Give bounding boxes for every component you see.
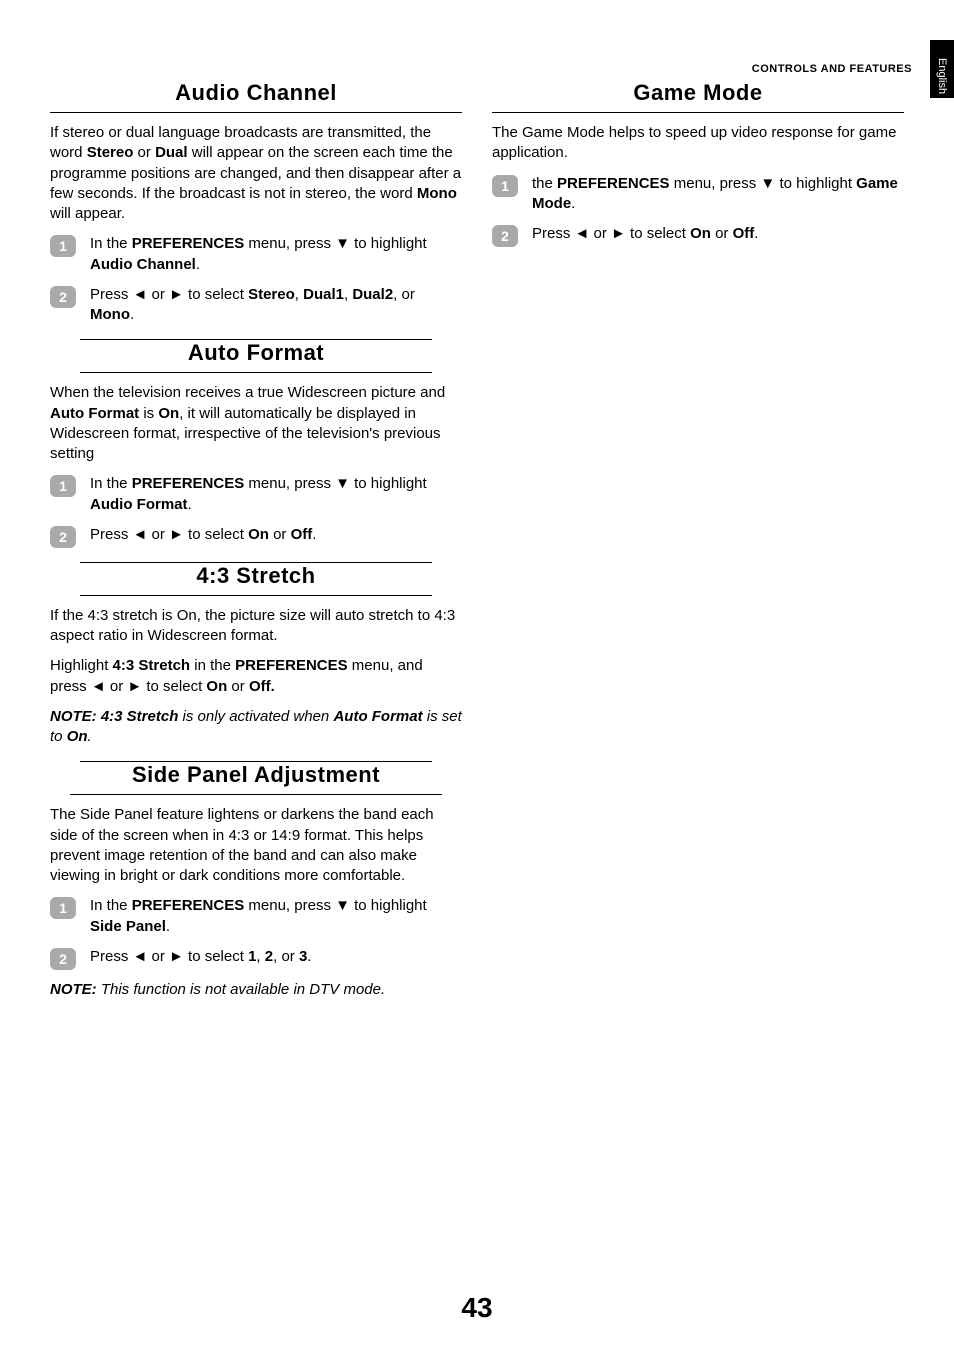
stretch-title: 4:3 Stretch (80, 563, 432, 596)
side-panel-note: NOTE: This function is not available in … (50, 980, 462, 1000)
step-text: Press ◄ or ► to select Stereo, Dual1, Du… (90, 285, 462, 326)
stretch-intro: If the 4:3 stretch is On, the picture si… (50, 606, 462, 647)
side-panel-step-1: 1 In the PREFERENCES menu, press ▼ to hi… (50, 896, 462, 937)
game-mode-step-1: 1 the PREFERENCES menu, press ▼ to highl… (492, 174, 904, 215)
audio-channel-step-2: 2 Press ◄ or ► to select Stereo, Dual1, … (50, 285, 462, 326)
step-number-icon: 1 (50, 475, 76, 497)
step-number-icon: 2 (492, 225, 518, 247)
auto-format-step-1: 1 In the PREFERENCES menu, press ▼ to hi… (50, 474, 462, 515)
side-panel-intro: The Side Panel feature lightens or darke… (50, 805, 462, 886)
step-text: In the PREFERENCES menu, press ▼ to high… (90, 474, 462, 515)
step-number-icon: 2 (50, 948, 76, 970)
auto-format-title: Auto Format (80, 340, 432, 373)
stretch-highlight: Highlight 4:3 Stretch in the PREFERENCES… (50, 656, 462, 697)
game-mode-intro: The Game Mode helps to speed up video re… (492, 123, 904, 164)
language-tab: English (930, 40, 954, 98)
step-number-icon: 1 (50, 235, 76, 257)
auto-format-step-2: 2 Press ◄ or ► to select On or Off. (50, 525, 462, 548)
side-panel-step-2: 2 Press ◄ or ► to select 1, 2, or 3. (50, 947, 462, 970)
step-number-icon: 2 (50, 526, 76, 548)
step-number-icon: 2 (50, 286, 76, 308)
step-text: In the PREFERENCES menu, press ▼ to high… (90, 896, 462, 937)
section-label: CONTROLS AND FEATURES (752, 63, 922, 75)
step-text: Press ◄ or ► to select 1, 2, or 3. (90, 947, 462, 967)
content-columns: Audio Channel If stereo or dual language… (50, 80, 904, 1010)
audio-channel-step-1: 1 In the PREFERENCES menu, press ▼ to hi… (50, 234, 462, 275)
right-column: Game Mode The Game Mode helps to speed u… (492, 80, 904, 1010)
audio-channel-intro: If stereo or dual language broadcasts ar… (50, 123, 462, 224)
step-text: the PREFERENCES menu, press ▼ to highlig… (532, 174, 904, 215)
audio-channel-title: Audio Channel (50, 80, 462, 113)
step-text: In the PREFERENCES menu, press ▼ to high… (90, 234, 462, 275)
step-text: Press ◄ or ► to select On or Off. (90, 525, 462, 545)
left-column: Audio Channel If stereo or dual language… (50, 80, 462, 1010)
step-number-icon: 1 (50, 897, 76, 919)
stretch-note: NOTE: 4:3 Stretch is only activated when… (50, 707, 462, 748)
step-number-icon: 1 (492, 175, 518, 197)
page-number: 43 (0, 1292, 954, 1324)
page-header: CONTROLS AND FEATURES English (752, 40, 954, 98)
auto-format-intro: When the television receives a true Wide… (50, 383, 462, 464)
side-panel-title: Side Panel Adjustment (70, 762, 442, 795)
game-mode-step-2: 2 Press ◄ or ► to select On or Off. (492, 224, 904, 247)
step-text: Press ◄ or ► to select On or Off. (532, 224, 904, 244)
